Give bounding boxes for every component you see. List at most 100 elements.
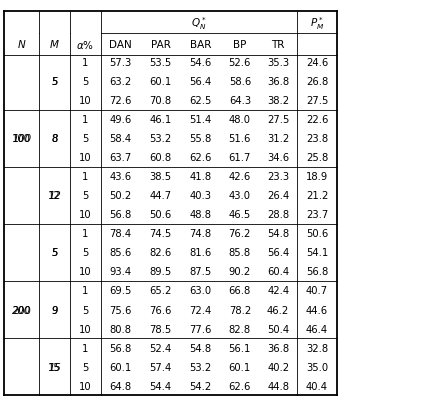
Text: 61.7: 61.7 — [229, 153, 251, 163]
Text: 62.6: 62.6 — [190, 153, 212, 163]
Text: 50.2: 50.2 — [109, 191, 132, 201]
Text: 35.0: 35.0 — [306, 362, 328, 372]
Text: 5: 5 — [82, 77, 88, 87]
Text: BAR: BAR — [190, 40, 211, 50]
Text: 46.2: 46.2 — [267, 305, 289, 315]
Text: $P^*_M$: $P^*_M$ — [310, 15, 324, 32]
Text: 43.6: 43.6 — [109, 172, 132, 182]
Text: 72.6: 72.6 — [109, 96, 132, 106]
Text: 44.8: 44.8 — [267, 381, 289, 391]
Text: 63.7: 63.7 — [109, 153, 132, 163]
Text: 53.2: 53.2 — [150, 134, 172, 144]
Text: 40.2: 40.2 — [267, 362, 289, 372]
Text: 89.5: 89.5 — [150, 267, 172, 277]
Text: 42.6: 42.6 — [229, 172, 251, 182]
Text: 1: 1 — [82, 229, 88, 239]
Text: 32.8: 32.8 — [306, 343, 328, 353]
Text: 28.8: 28.8 — [267, 210, 289, 220]
Text: 54.4: 54.4 — [150, 381, 172, 391]
Text: 60.1: 60.1 — [150, 77, 172, 87]
Text: 82.8: 82.8 — [229, 324, 251, 334]
Text: 43.0: 43.0 — [229, 191, 251, 201]
Text: PAR: PAR — [151, 40, 170, 50]
Text: 12: 12 — [48, 191, 61, 201]
Text: 8: 8 — [52, 134, 58, 144]
Text: 1: 1 — [82, 343, 88, 353]
Text: 53.2: 53.2 — [190, 362, 212, 372]
Text: 57.4: 57.4 — [150, 362, 172, 372]
Text: 5: 5 — [52, 77, 58, 87]
Text: 5: 5 — [82, 362, 88, 372]
Text: 42.4: 42.4 — [267, 286, 289, 296]
Text: N: N — [18, 40, 26, 50]
Text: 60.1: 60.1 — [109, 362, 132, 372]
Text: 52.6: 52.6 — [229, 58, 251, 68]
Text: 5: 5 — [82, 248, 88, 258]
Text: 58.4: 58.4 — [109, 134, 132, 144]
Text: 82.6: 82.6 — [150, 248, 172, 258]
Text: 54.8: 54.8 — [267, 229, 289, 239]
Text: 1: 1 — [82, 172, 88, 182]
Text: 5: 5 — [82, 305, 88, 315]
Text: BP: BP — [233, 40, 247, 50]
Text: 51.4: 51.4 — [190, 115, 212, 125]
Text: 100: 100 — [12, 134, 31, 144]
Text: 63.0: 63.0 — [190, 286, 212, 296]
Text: 78.2: 78.2 — [229, 305, 251, 315]
Text: 78.4: 78.4 — [109, 229, 132, 239]
Text: 200: 200 — [12, 305, 31, 315]
Text: 62.5: 62.5 — [190, 96, 212, 106]
Text: 74.5: 74.5 — [150, 229, 172, 239]
Text: 10: 10 — [79, 210, 92, 220]
Text: 44.6: 44.6 — [306, 305, 328, 315]
Text: 46.5: 46.5 — [229, 210, 251, 220]
Text: 1: 1 — [82, 58, 88, 68]
Text: 56.8: 56.8 — [306, 267, 328, 277]
Text: 23.8: 23.8 — [306, 134, 328, 144]
Text: 46.4: 46.4 — [306, 324, 328, 334]
Text: 36.8: 36.8 — [267, 77, 289, 87]
Text: 51.6: 51.6 — [229, 134, 251, 144]
Text: 77.6: 77.6 — [190, 324, 212, 334]
Text: $Q^*_N$: $Q^*_N$ — [191, 15, 207, 32]
Text: 50.6: 50.6 — [150, 210, 172, 220]
Text: 49.6: 49.6 — [109, 115, 132, 125]
Text: 56.8: 56.8 — [109, 210, 132, 220]
Text: 22.6: 22.6 — [306, 115, 328, 125]
Text: 85.8: 85.8 — [229, 248, 251, 258]
Text: $\alpha\%$: $\alpha\%$ — [76, 39, 94, 51]
Text: 35.3: 35.3 — [267, 58, 289, 68]
Text: 60.8: 60.8 — [150, 153, 172, 163]
Text: 62.6: 62.6 — [229, 381, 251, 391]
Text: 70.8: 70.8 — [150, 96, 172, 106]
Text: 46.1: 46.1 — [150, 115, 172, 125]
Text: 54.6: 54.6 — [190, 58, 212, 68]
Text: 5: 5 — [52, 77, 58, 87]
Text: 60.1: 60.1 — [229, 362, 251, 372]
Text: 23.3: 23.3 — [267, 172, 289, 182]
Text: 56.4: 56.4 — [267, 248, 289, 258]
Text: 27.5: 27.5 — [306, 96, 328, 106]
Text: 10: 10 — [79, 96, 92, 106]
Text: 48.0: 48.0 — [229, 115, 251, 125]
Text: 12: 12 — [48, 191, 61, 201]
Text: 23.7: 23.7 — [306, 210, 328, 220]
Text: 80.8: 80.8 — [109, 324, 132, 334]
Text: 78.5: 78.5 — [150, 324, 172, 334]
Text: 63.2: 63.2 — [109, 77, 132, 87]
Text: 9: 9 — [52, 305, 58, 315]
Text: 8: 8 — [52, 134, 58, 144]
Text: 64.3: 64.3 — [229, 96, 251, 106]
Text: 66.8: 66.8 — [229, 286, 251, 296]
Text: 87.5: 87.5 — [190, 267, 212, 277]
Text: 1: 1 — [82, 115, 88, 125]
Text: 5: 5 — [52, 248, 58, 258]
Text: 21.2: 21.2 — [306, 191, 328, 201]
Text: 60.4: 60.4 — [267, 267, 289, 277]
Text: 24.6: 24.6 — [306, 58, 328, 68]
Text: 5: 5 — [82, 191, 88, 201]
Text: 10: 10 — [79, 153, 92, 163]
Text: 36.8: 36.8 — [267, 343, 289, 353]
Text: 1: 1 — [82, 286, 88, 296]
Text: 25.8: 25.8 — [306, 153, 328, 163]
